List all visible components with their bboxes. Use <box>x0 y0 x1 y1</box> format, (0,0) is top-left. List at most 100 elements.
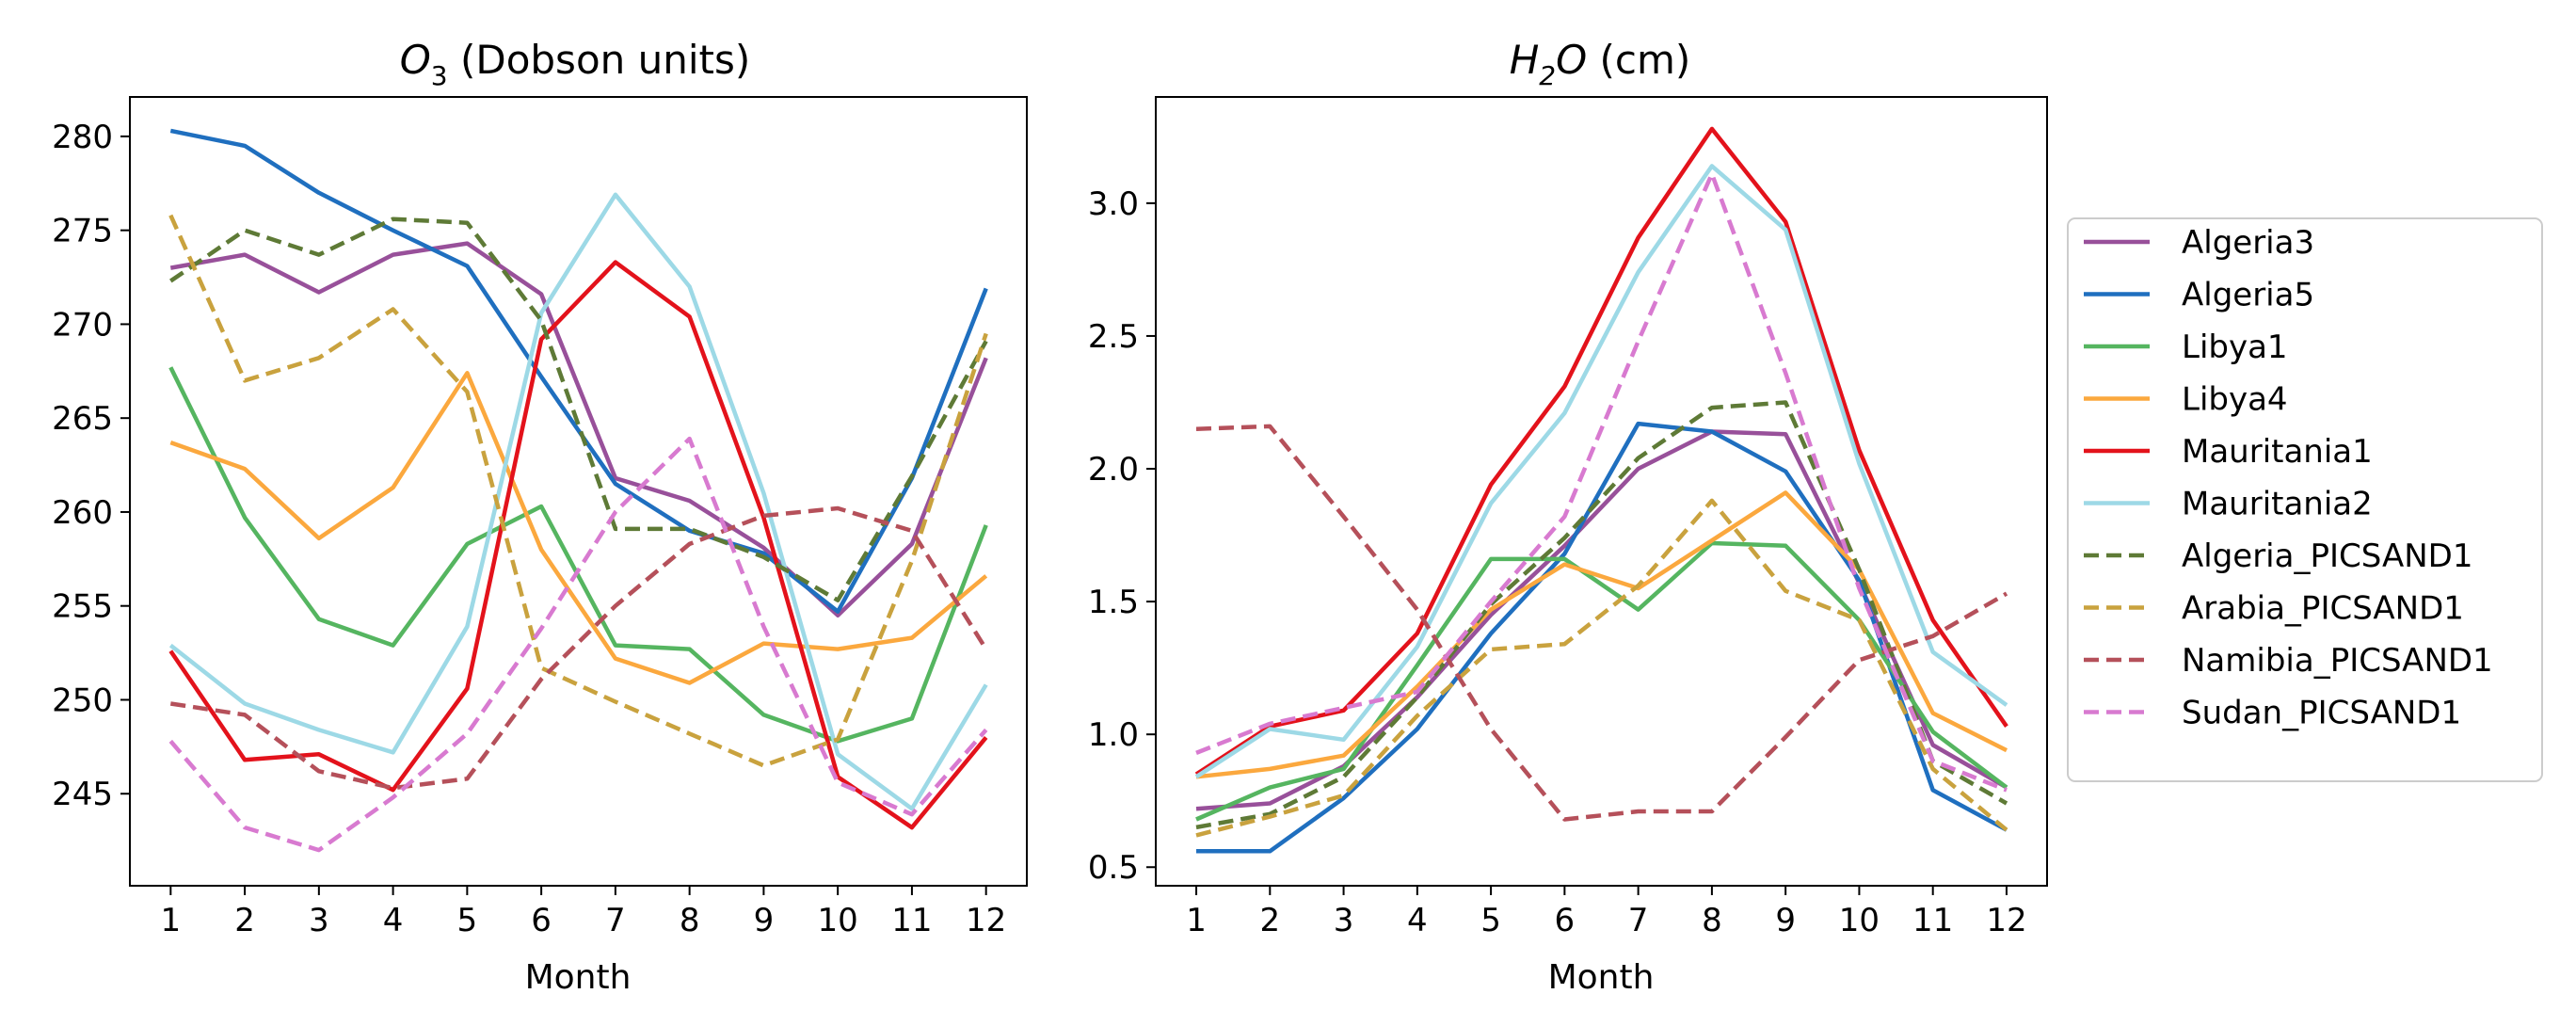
h2o-series-algeria-picsand1 <box>1195 400 2008 830</box>
h2o-series-mauritania2 <box>1194 164 2008 779</box>
h2o-y-tick-label: 2.0 <box>1088 451 1139 489</box>
h2o-y-tick-label: 1.0 <box>1088 716 1139 754</box>
h2o-x-tick-label: 7 <box>1628 902 1649 939</box>
o3-chart-title: O3 (Dobson units) <box>400 37 751 91</box>
h2o-title-subscript: 2 <box>1539 60 1556 91</box>
h2o-series-namibia-picsand1 <box>1195 424 2008 822</box>
o3-y-tick-label: 250 <box>52 681 113 719</box>
h2o-series-mauritania1 <box>1194 126 2008 777</box>
h2o-y-tick-label: 1.5 <box>1088 584 1139 621</box>
h2o-x-tick-label: 9 <box>1775 902 1796 939</box>
o3-series-algeria3 <box>169 241 988 617</box>
o3-x-tick-label: 7 <box>605 902 626 939</box>
h2o-x-tick-label: 6 <box>1555 902 1576 939</box>
o3-y-tick-label: 270 <box>52 306 113 344</box>
legend-label: Sudan_PICSAND1 <box>2182 695 2461 732</box>
o3-x-tick-label: 1 <box>160 902 181 939</box>
legend-label: Libya1 <box>2182 329 2288 366</box>
h2o-x-axis: 1 2 3 4 5 6 7 8 9 10 11 12 <box>1186 886 2027 939</box>
legend-label: Mauritania1 <box>2182 433 2373 471</box>
h2o-y-axis: 0.5 1.0 1.5 2.0 2.5 3.0 <box>1088 185 1156 887</box>
h2o-x-tick-label: 11 <box>1912 902 1953 939</box>
legend-item-sudan-picsand1: Sudan_PICSAND1 <box>2084 695 2461 732</box>
o3-series-mauritania1 <box>168 260 988 830</box>
o3-x-tick-label: 3 <box>309 902 329 939</box>
o3-y-axis: 245 250 255 260 265 270 275 280 <box>52 119 130 813</box>
legend-label: Arabia_PICSAND1 <box>2182 590 2464 628</box>
o3-series-algeria-picsand1 <box>169 216 988 602</box>
o3-y-tick-label: 245 <box>52 776 113 813</box>
o3-series-namibia-picsand1 <box>169 505 988 791</box>
legend-item-libya1: Libya1 <box>2084 329 2288 366</box>
legend-label: Algeria5 <box>2182 277 2314 314</box>
o3-series-algeria5 <box>169 128 988 614</box>
o3-x-tick-label: 2 <box>234 902 255 939</box>
legend-item-mauritania1: Mauritania1 <box>2084 433 2373 471</box>
h2o-plot-frame <box>1155 96 2048 887</box>
h2o-x-tick-label: 10 <box>1839 902 1880 939</box>
o3-chart-panel: O3 (Dobson units) 1 2 3 4 5 6 7 8 9 10 11 12 245250… <box>52 37 1028 997</box>
legend-label: Namibia_PICSAND1 <box>2182 642 2493 680</box>
h2o-x-tick-label: 1 <box>1186 902 1207 939</box>
o3-series-sudan-picsand1 <box>168 436 988 853</box>
legend-item-algeria-picsand1: Algeria_PICSAND1 <box>2084 537 2472 575</box>
legend-item-libya4: Libya4 <box>2084 381 2288 419</box>
h2o-chart-panel: H2O (cm) 1 2 3 4 5 6 7 8 9 10 11 12 0.51.01.52.02.5… <box>1088 37 2048 997</box>
o3-x-tick-label: 11 <box>891 902 932 939</box>
o3-series-libya4 <box>169 371 988 685</box>
legend-label: Mauritania2 <box>2182 486 2373 523</box>
o3-x-tick-label: 9 <box>754 902 775 939</box>
h2o-y-tick-label: 0.5 <box>1088 849 1139 887</box>
h2o-series-libya4 <box>1195 490 2008 779</box>
o3-y-tick-label: 255 <box>52 588 113 626</box>
legend-label: Algeria_PICSAND1 <box>2182 537 2472 575</box>
h2o-series-sudan-picsand1 <box>1195 171 2008 793</box>
h2o-x-tick-label: 3 <box>1334 902 1354 939</box>
o3-y-tick-label: 260 <box>52 494 113 532</box>
h2o-title-base: H <box>1510 37 1540 83</box>
legend-items: Algeria3 Algeria5 Libya1 Libya4 Mauritania1 M… <box>2084 224 2493 732</box>
legend-label: Libya4 <box>2182 381 2288 419</box>
o3-series-arabia-picsand1 <box>168 214 988 768</box>
h2o-y-tick-label: 2.5 <box>1088 318 1139 356</box>
o3-series-mauritania2 <box>168 192 988 811</box>
o3-series-layer <box>168 128 988 853</box>
h2o-series-libya1 <box>1195 540 2008 822</box>
o3-x-tick-label: 4 <box>383 902 404 939</box>
o3-plot-frame <box>129 96 1028 887</box>
h2o-x-tick-label: 5 <box>1480 902 1501 939</box>
h2o-x-tick-label: 12 <box>1986 902 2026 939</box>
h2o-series-layer <box>1194 126 2008 854</box>
h2o-title-unit: (cm) <box>1587 37 1690 83</box>
o3-x-tick-label: 6 <box>531 902 552 939</box>
o3-x-tick-label: 10 <box>818 902 858 939</box>
o3-x-tick-label: 8 <box>680 902 700 939</box>
o3-title-base: O <box>400 37 431 83</box>
h2o-chart-title: H2O (cm) <box>1510 37 1691 91</box>
h2o-title-rest: O <box>1556 37 1587 83</box>
o3-title-rest: (Dobson units) <box>448 37 751 83</box>
o3-x-tick-label: 5 <box>457 902 478 939</box>
legend-label: Algeria3 <box>2182 224 2314 262</box>
o3-title-subscript: 3 <box>431 60 448 91</box>
h2o-x-tick-label: 2 <box>1259 902 1280 939</box>
h2o-x-axis-label: Month <box>1548 958 1655 997</box>
o3-series-libya1 <box>168 366 988 744</box>
h2o-x-tick-label: 4 <box>1407 902 1428 939</box>
legend-frame <box>2067 217 2543 782</box>
h2o-y-tick-label: 3.0 <box>1088 185 1139 223</box>
legend-item-algeria5: Algeria5 <box>2084 277 2314 314</box>
o3-y-tick-label: 275 <box>52 213 113 250</box>
o3-x-axis: 1 2 3 4 5 6 7 8 9 10 11 12 <box>160 886 1006 939</box>
o3-x-axis-label: Month <box>525 958 632 997</box>
o3-x-tick-label: 12 <box>966 902 1006 939</box>
o3-y-tick-label: 280 <box>52 119 113 156</box>
legend-item-arabia-picsand1: Arabia_PICSAND1 <box>2084 590 2464 628</box>
h2o-series-arabia-picsand1 <box>1195 498 2008 838</box>
legend-item-namibia-picsand1: Namibia_PICSAND1 <box>2084 642 2493 680</box>
legend-item-algeria3: Algeria3 <box>2084 224 2314 262</box>
legend: Algeria3 Algeria5 Libya1 Libya4 Mauritania1 M… <box>2067 217 2543 782</box>
legend-item-mauritania2: Mauritania2 <box>2084 486 2373 523</box>
h2o-x-tick-label: 8 <box>1702 902 1722 939</box>
